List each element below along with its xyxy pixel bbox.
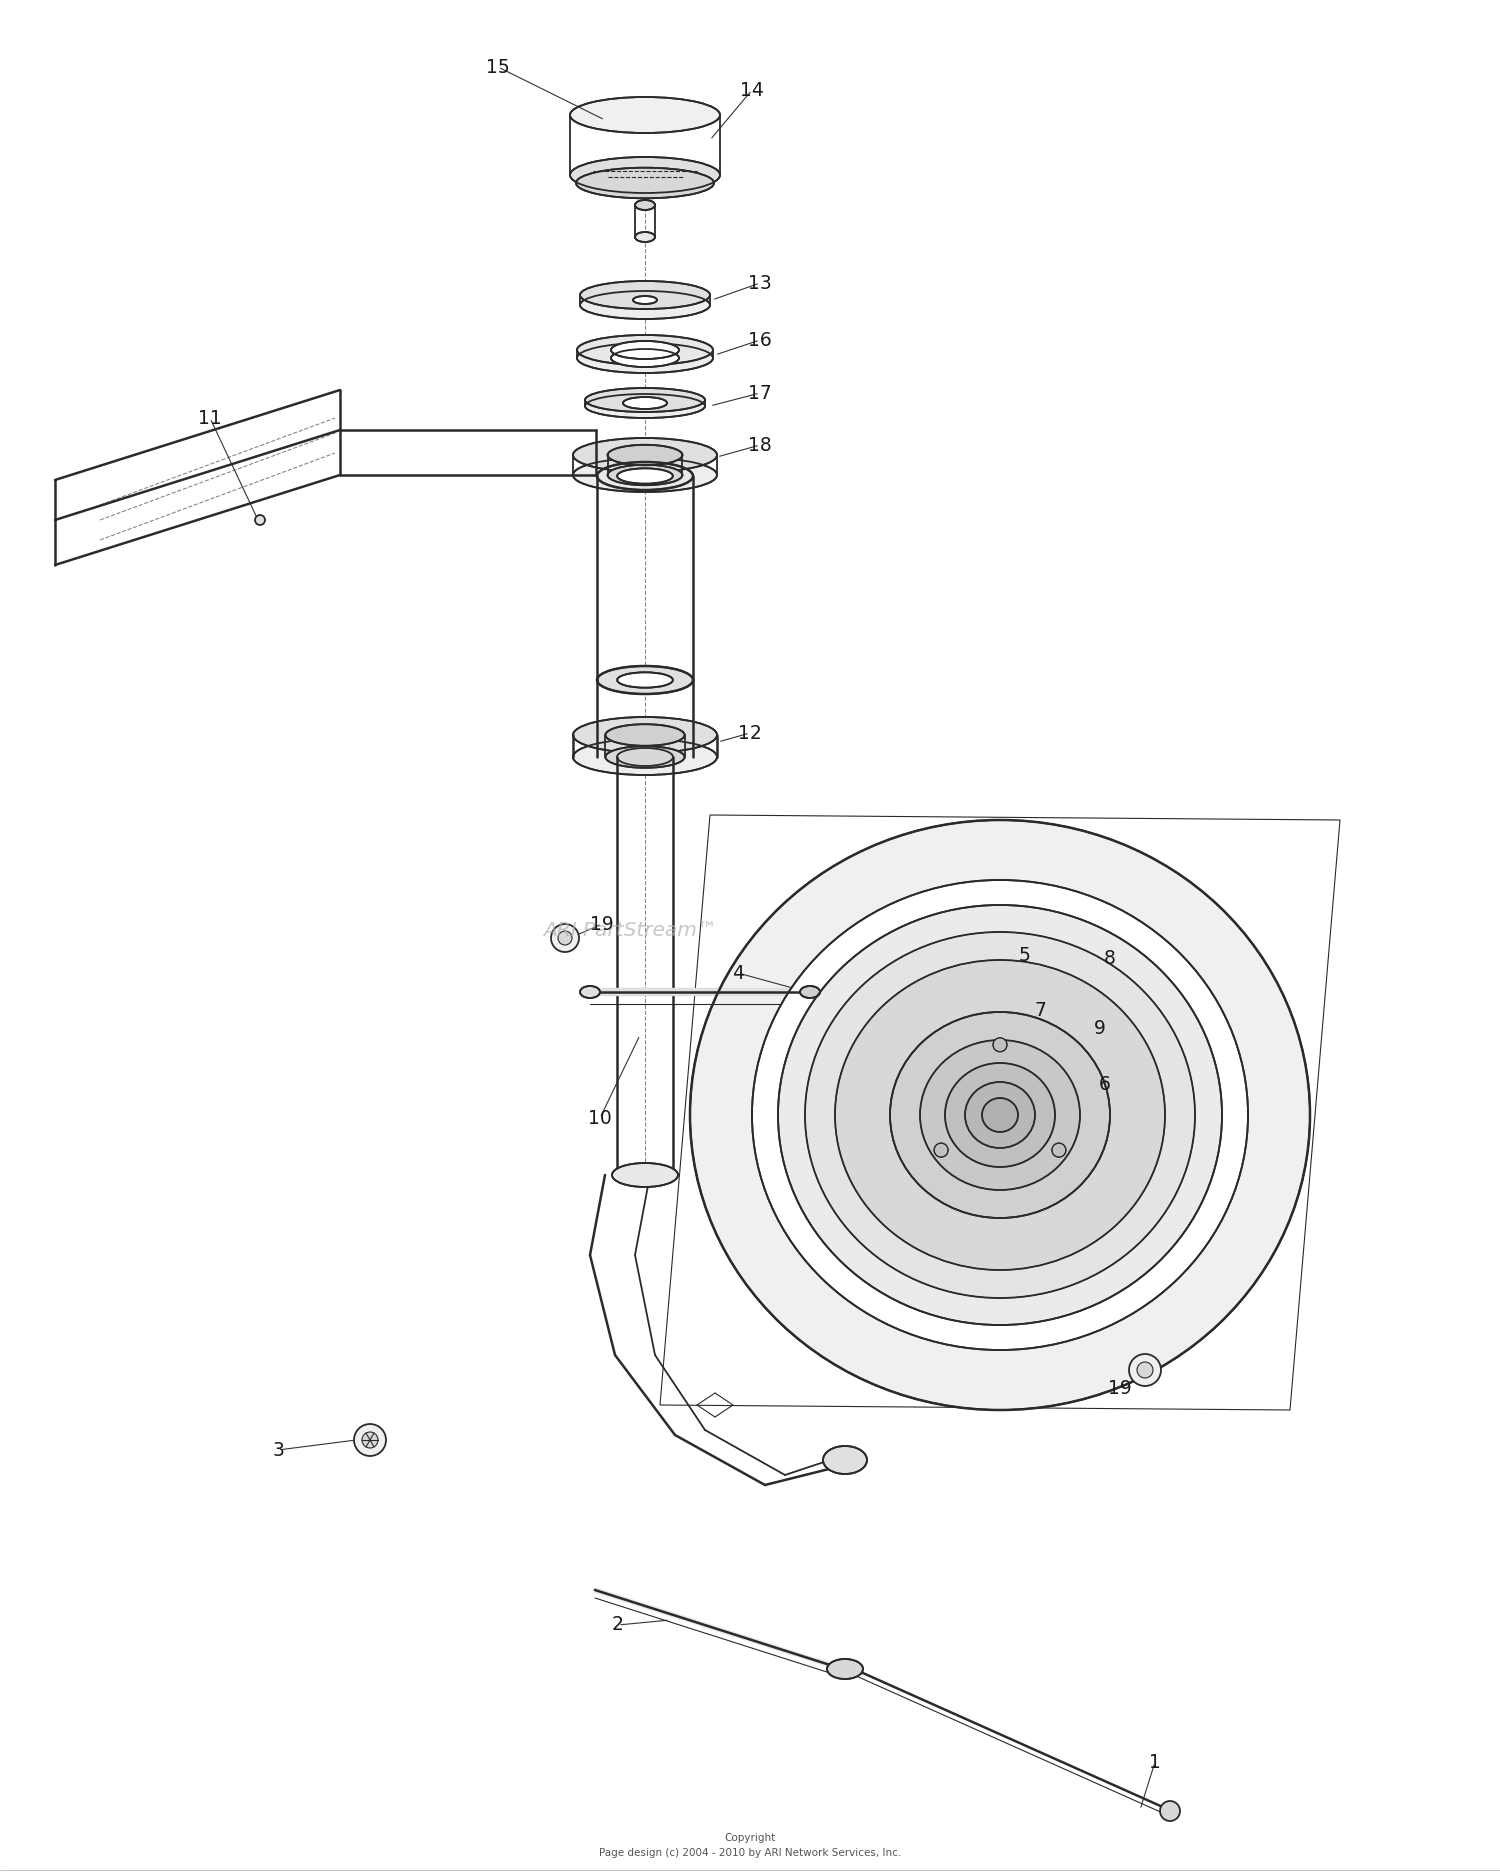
Ellipse shape — [622, 398, 668, 409]
Ellipse shape — [806, 932, 1196, 1298]
Text: ARI PartStream™: ARI PartStream™ — [543, 921, 717, 940]
Ellipse shape — [570, 98, 720, 133]
Ellipse shape — [578, 336, 712, 366]
Ellipse shape — [570, 158, 720, 193]
Ellipse shape — [945, 1064, 1054, 1167]
Ellipse shape — [612, 1163, 678, 1188]
Text: 12: 12 — [738, 724, 762, 743]
Text: 9: 9 — [1094, 1019, 1106, 1037]
Circle shape — [362, 1431, 378, 1448]
Ellipse shape — [608, 465, 682, 486]
Ellipse shape — [573, 717, 717, 752]
Ellipse shape — [606, 747, 684, 767]
Ellipse shape — [573, 458, 717, 492]
Text: 2: 2 — [612, 1615, 624, 1634]
Circle shape — [1052, 1142, 1066, 1157]
Ellipse shape — [610, 341, 680, 358]
Text: 13: 13 — [748, 274, 772, 293]
Text: 8: 8 — [1104, 949, 1116, 968]
Ellipse shape — [752, 880, 1248, 1351]
Text: 19: 19 — [1108, 1379, 1132, 1398]
Ellipse shape — [616, 672, 674, 688]
Ellipse shape — [585, 394, 705, 418]
Circle shape — [1137, 1362, 1154, 1379]
Text: 19: 19 — [590, 914, 613, 934]
Ellipse shape — [580, 291, 710, 319]
Circle shape — [354, 1424, 386, 1456]
Circle shape — [558, 930, 572, 946]
Circle shape — [993, 1037, 1006, 1052]
Ellipse shape — [800, 987, 820, 998]
Text: 16: 16 — [748, 330, 772, 349]
Ellipse shape — [580, 987, 600, 998]
Circle shape — [550, 925, 579, 951]
Text: 6: 6 — [1100, 1075, 1112, 1094]
Ellipse shape — [585, 388, 705, 413]
Text: 7: 7 — [1034, 1000, 1046, 1019]
Text: 1: 1 — [1149, 1752, 1161, 1771]
Text: 5: 5 — [1019, 946, 1031, 964]
Ellipse shape — [573, 739, 717, 775]
Ellipse shape — [597, 461, 693, 490]
Text: 18: 18 — [748, 435, 772, 454]
Ellipse shape — [610, 349, 680, 368]
Ellipse shape — [836, 961, 1166, 1270]
Circle shape — [255, 516, 266, 525]
Text: 14: 14 — [740, 81, 764, 99]
Ellipse shape — [920, 1039, 1080, 1189]
Text: Page design (c) 2004 - 2010 by ARI Network Services, Inc.: Page design (c) 2004 - 2010 by ARI Netwo… — [598, 1848, 902, 1857]
Text: 17: 17 — [748, 383, 772, 403]
Circle shape — [1160, 1801, 1180, 1822]
Text: 15: 15 — [486, 58, 510, 77]
Ellipse shape — [616, 1167, 674, 1184]
Ellipse shape — [597, 666, 693, 694]
Ellipse shape — [778, 904, 1222, 1324]
Text: 11: 11 — [198, 409, 222, 428]
Ellipse shape — [633, 296, 657, 304]
Text: 3: 3 — [272, 1441, 284, 1460]
Circle shape — [1130, 1354, 1161, 1386]
Ellipse shape — [634, 201, 656, 210]
Ellipse shape — [576, 167, 714, 199]
Ellipse shape — [964, 1082, 1035, 1148]
Ellipse shape — [608, 445, 682, 465]
Ellipse shape — [827, 1658, 862, 1679]
Ellipse shape — [982, 1097, 1018, 1131]
Ellipse shape — [580, 281, 710, 310]
Ellipse shape — [616, 749, 674, 765]
Ellipse shape — [634, 233, 656, 242]
Ellipse shape — [578, 343, 712, 373]
Circle shape — [934, 1142, 948, 1157]
Ellipse shape — [606, 724, 684, 747]
Ellipse shape — [690, 820, 1310, 1411]
Text: 10: 10 — [588, 1109, 612, 1127]
Ellipse shape — [573, 437, 717, 473]
Ellipse shape — [890, 1011, 1110, 1218]
Text: Copyright: Copyright — [724, 1833, 776, 1842]
Ellipse shape — [824, 1446, 867, 1475]
Text: 4: 4 — [732, 964, 744, 983]
Ellipse shape — [616, 469, 674, 484]
